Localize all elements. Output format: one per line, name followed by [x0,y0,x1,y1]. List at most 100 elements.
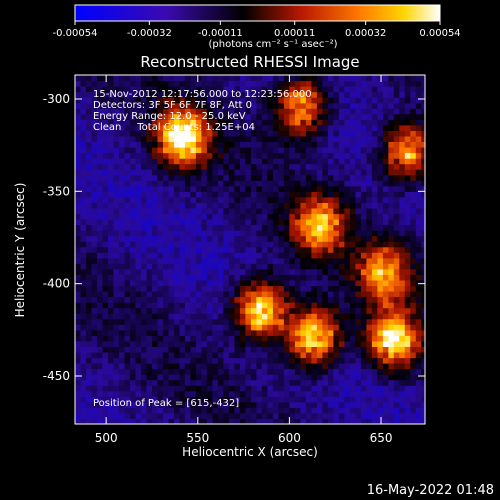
heatmap-cell [267,124,274,131]
heatmap-cell [322,302,329,309]
heatmap-cell [278,407,285,414]
heatmap-cell [421,108,425,115]
heatmap-cell [223,119,230,126]
heatmap-cell [119,246,126,253]
heatmap-cell [163,80,170,87]
heatmap-cell [119,163,126,170]
heatmap-cell [404,230,411,237]
heatmap-cell [245,313,252,320]
heatmap-cell [234,174,241,181]
heatmap-cell [377,268,384,275]
heatmap-cell [382,208,389,215]
heatmap-cell [371,246,378,253]
heatmap-cell [360,396,367,403]
heatmap-cell [119,91,126,98]
heatmap-cell [410,86,417,93]
heatmap-cell [141,340,148,347]
heatmap-cell [349,329,356,336]
heatmap-cell [366,379,373,386]
heatmap-cell [393,230,400,237]
heatmap-cell [289,346,296,353]
heatmap-cell [289,202,296,209]
heatmap-cell [212,163,219,170]
heatmap-cell [124,346,131,353]
heatmap-cell [322,130,329,137]
heatmap-cell [278,346,285,353]
heatmap-cell [195,357,202,364]
heatmap-cell [294,407,301,414]
heatmap-cell [250,130,257,137]
heatmap-cell [305,374,312,381]
heatmap-cell [261,241,268,248]
heatmap-cell [360,113,367,120]
heatmap-cell [80,196,87,203]
heatmap-cell [377,385,384,392]
heatmap-cell [130,163,137,170]
heatmap-cell [174,97,181,104]
heatmap-cell [338,97,345,104]
heatmap-cell [399,257,406,264]
heatmap-cell [250,174,257,181]
heatmap-cell [86,152,93,159]
heatmap-cell [377,202,384,209]
heatmap-cell [256,329,263,336]
heatmap-cell [206,235,213,242]
heatmap-cell [360,219,367,226]
heatmap-cell [382,263,389,270]
heatmap-cell [201,302,208,309]
heatmap-cell [184,357,191,364]
heatmap-cell [349,191,356,198]
heatmap-cell [86,235,93,242]
heatmap-cell [338,196,345,203]
heatmap-cell [80,158,87,165]
heatmap-cell [223,368,230,375]
heatmap-cell [206,318,213,325]
heatmap-cell [86,191,93,198]
heatmap-cell [294,241,301,248]
heatmap-cell [239,158,246,165]
heatmap-cell [179,368,186,375]
heatmap-cell [327,379,334,386]
heatmap-cell [91,335,98,342]
heatmap-cell [157,357,164,364]
heatmap-cell [316,208,323,215]
heatmap-cell [360,324,367,331]
heatmap-cell [327,346,334,353]
heatmap-cell [283,324,290,331]
heatmap-cell [163,346,170,353]
heatmap-cell [163,230,170,237]
heatmap-cell [135,202,142,209]
heatmap-cell [217,385,224,392]
heatmap-cell [349,102,356,109]
heatmap-cell [135,318,142,325]
heatmap-cell [168,263,175,270]
heatmap-cell [267,158,274,165]
heatmap-cell [388,102,395,109]
heatmap-cell [152,379,159,386]
heatmap-cell [141,119,148,126]
heatmap-cell [223,246,230,253]
heatmap-cell [311,113,318,120]
heatmap-cell [163,363,170,370]
heatmap-cell [86,412,93,419]
heatmap-cell [250,202,257,209]
heatmap-cell [311,213,318,220]
heatmap-cell [130,318,137,325]
heatmap-cell [234,202,241,209]
heatmap-cell [174,135,181,142]
heatmap-cell [80,119,87,126]
heatmap-cell [119,340,126,347]
heatmap-cell [190,329,197,336]
heatmap-cell [91,374,98,381]
heatmap-cell [217,268,224,275]
heatmap-cell [415,124,422,131]
heatmap-cell [261,185,268,192]
heatmap-cell [113,141,120,148]
heatmap-cell [174,75,181,82]
heatmap-cell [355,135,362,142]
heatmap-cell [239,80,246,87]
heatmap-cell [223,241,230,248]
heatmap-cell [80,285,87,292]
heatmap-cell [190,241,197,248]
heatmap-cell [130,185,137,192]
